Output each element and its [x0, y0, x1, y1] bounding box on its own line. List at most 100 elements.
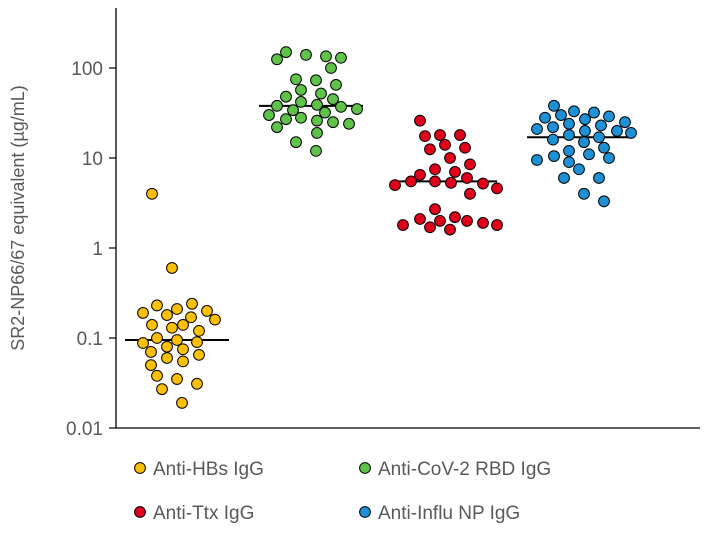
data-point — [419, 130, 431, 143]
data-point — [464, 158, 476, 171]
legend: Anti-HBs IgG Anti-CoV-2 RBD IgG Anti-Ttx I… — [134, 459, 551, 524]
data-point — [311, 114, 323, 127]
data-point — [280, 46, 292, 59]
data-point — [573, 163, 585, 176]
data-point — [311, 127, 323, 139]
data-point — [151, 299, 163, 312]
y-tick-label: 100 — [71, 59, 103, 80]
data-point — [531, 154, 543, 166]
data-point — [166, 262, 178, 274]
data-point — [311, 98, 323, 111]
data-point — [351, 103, 363, 115]
data-point — [454, 129, 466, 141]
y-tick-label: 0.1 — [77, 329, 103, 350]
data-point — [429, 163, 441, 176]
legend-marker — [134, 506, 146, 518]
data-point — [568, 105, 580, 118]
data-point — [177, 355, 189, 368]
data-point — [449, 166, 461, 178]
data-point — [295, 111, 307, 124]
data-point — [186, 297, 198, 310]
data-point — [444, 223, 456, 236]
data-point — [271, 53, 283, 66]
data-point — [555, 109, 567, 121]
data-point — [137, 337, 149, 349]
data-point — [185, 311, 197, 324]
data-point — [547, 133, 559, 146]
data-point — [171, 334, 183, 346]
data-point — [166, 321, 178, 334]
data-point — [445, 176, 457, 189]
legend-label: Anti-Ttx IgG — [153, 503, 254, 524]
data-point — [439, 138, 451, 151]
data-point — [280, 113, 292, 126]
data-point — [315, 87, 327, 100]
data-point — [156, 383, 168, 396]
data-point — [598, 141, 610, 154]
data-point — [424, 143, 436, 156]
data-point — [449, 211, 461, 224]
data-point — [146, 318, 158, 331]
data-point — [193, 348, 205, 361]
data-point — [424, 221, 436, 234]
data-point — [295, 96, 307, 108]
data-point — [161, 352, 173, 364]
data-point — [177, 318, 189, 331]
data-point — [603, 110, 615, 123]
data-point — [625, 127, 637, 139]
data-point — [171, 303, 183, 315]
data-point — [414, 213, 426, 225]
data-point — [263, 109, 275, 121]
legend-label: Anti-HBs IgG — [153, 459, 264, 480]
data-point — [320, 50, 332, 63]
data-point — [310, 144, 322, 157]
data-point — [563, 129, 575, 141]
data-point — [330, 78, 342, 91]
data-point — [619, 116, 631, 129]
data-point — [603, 152, 615, 164]
data-point — [593, 172, 605, 184]
legend-marker — [134, 462, 146, 474]
data-point — [461, 215, 473, 227]
data-point — [539, 111, 551, 124]
data-point — [145, 359, 157, 371]
data-point — [335, 100, 347, 113]
data-point — [146, 187, 158, 200]
data-point — [414, 114, 426, 127]
legend-label: Anti-Influ NP IgG — [378, 503, 520, 524]
data-point — [145, 346, 157, 358]
data-point — [598, 195, 610, 208]
data-point — [280, 90, 292, 103]
data-point — [310, 74, 322, 87]
data-point — [548, 150, 560, 162]
data-point — [434, 215, 446, 227]
data-point — [327, 93, 339, 106]
data-point — [563, 156, 575, 169]
data-point — [176, 397, 188, 409]
data-point — [414, 168, 426, 181]
data-point — [191, 336, 203, 349]
data-point — [563, 144, 575, 157]
data-point — [290, 73, 302, 86]
data-point — [335, 51, 347, 64]
data-point — [611, 125, 623, 137]
data-point — [319, 106, 331, 119]
data-point — [593, 131, 605, 144]
data-point — [477, 217, 489, 229]
data-point — [558, 172, 570, 184]
data-point — [389, 179, 401, 191]
data-point — [491, 219, 503, 231]
data-point — [343, 117, 355, 130]
y-tick-label: 0.01 — [66, 419, 103, 440]
data-point — [461, 172, 473, 184]
data-point — [491, 182, 503, 195]
data-point — [579, 125, 591, 137]
data-point — [563, 117, 575, 130]
legend-label: Anti-CoV-2 RBD IgG — [378, 459, 551, 480]
data-point — [295, 84, 307, 96]
data-point — [177, 343, 189, 356]
data-point — [201, 305, 213, 317]
data-point — [578, 136, 590, 149]
data-point — [548, 99, 560, 112]
